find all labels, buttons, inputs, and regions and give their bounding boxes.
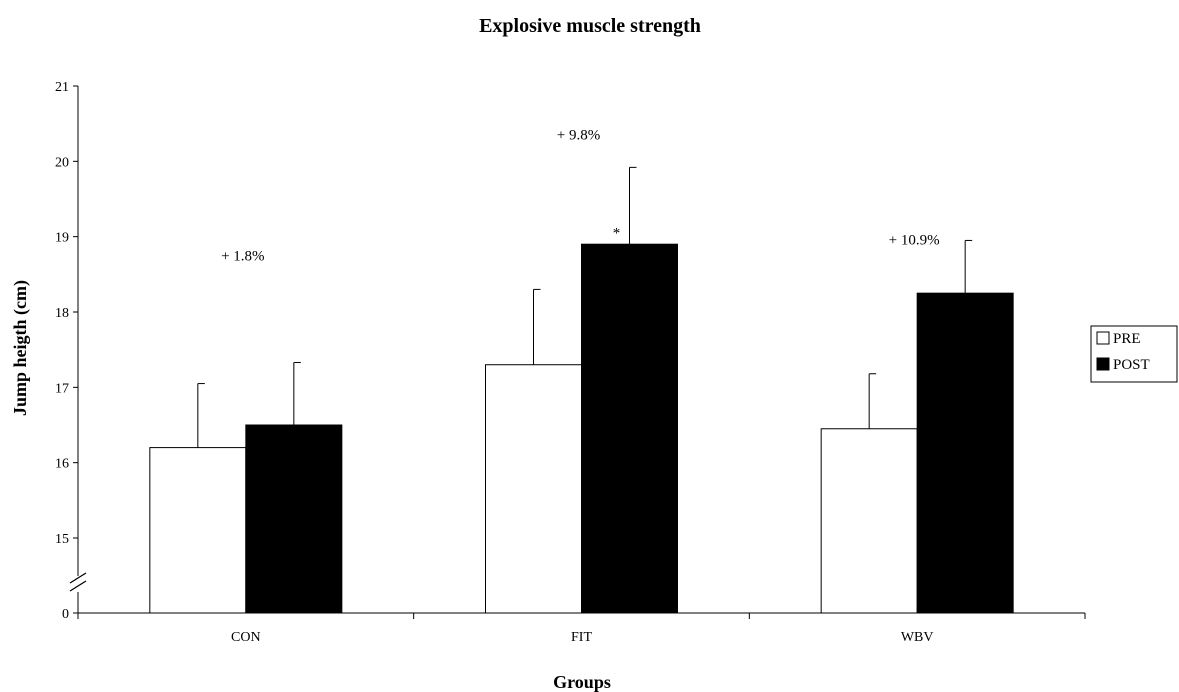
y-tick-label: 21	[55, 80, 69, 95]
plot-area: 0 15 16 17 18 19 20 21 CON + 1.8% FIT * + 9.8% WBV * + …	[55, 80, 1086, 645]
legend-swatch-pre	[1096, 331, 1110, 345]
y-tick-label: 0	[62, 607, 69, 622]
y-tick-label: 20	[55, 155, 69, 170]
x-tick-label: CON	[231, 630, 261, 645]
legend: PRE POST	[1090, 325, 1178, 383]
bar-pre-wbv	[820, 428, 918, 614]
x-tick-label: WBV	[901, 630, 934, 645]
y-tick-label: 18	[55, 306, 69, 321]
bar-pre-fit	[485, 364, 582, 614]
bar-post-fit	[581, 243, 678, 614]
y-tick-label: 15	[55, 532, 69, 547]
significance-marker: *	[948, 298, 956, 314]
chart-title: Explosive muscle strength	[479, 15, 701, 37]
y-axis-label: Jump heigth (cm)	[10, 280, 31, 416]
axis-break-mark	[69, 572, 87, 584]
percent-change-label: + 1.8%	[221, 248, 264, 264]
percent-change-label: + 10.9%	[889, 232, 940, 248]
legend-swatch-post	[1096, 357, 1110, 371]
axis-break-mark	[69, 580, 87, 592]
legend-label-post: POST	[1113, 357, 1150, 373]
percent-change-label: + 9.8%	[557, 127, 600, 143]
bar-post-wbv	[916, 292, 1014, 614]
significance-marker: *	[613, 225, 621, 241]
x-tick-label: FIT	[571, 630, 592, 645]
legend-label-pre: PRE	[1113, 331, 1141, 347]
x-axis-label: Groups	[553, 672, 611, 692]
bar-pre-con	[149, 447, 247, 614]
bar-post-con	[245, 424, 343, 614]
y-tick-label: 17	[55, 381, 69, 396]
y-tick-label: 19	[55, 231, 69, 246]
y-tick-label: 16	[55, 457, 69, 472]
